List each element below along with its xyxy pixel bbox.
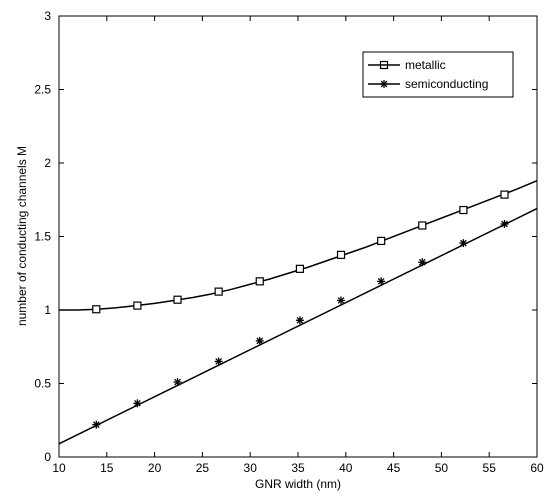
x-tick-label-10: 60	[530, 461, 544, 475]
y-axis: 0 0.5 1 1.5 2 2.5 3	[34, 9, 537, 464]
point-semiconducting-9-stroke-3	[460, 239, 467, 247]
point-metallic-3	[214, 287, 223, 296]
legend-marker-metallic	[379, 60, 389, 70]
point-semiconducting-1	[133, 399, 142, 408]
point-semiconducting-3	[214, 357, 223, 366]
point-semiconducting-5	[295, 316, 304, 325]
x-tick-label-9: 55	[483, 461, 497, 475]
point-metallic-9	[459, 205, 468, 215]
point-semiconducting-7-stroke-3	[377, 277, 385, 285]
y-tick-label-5: 2.5	[34, 83, 51, 97]
legend-box	[362, 51, 514, 98]
y-tick-label-1: 0.5	[34, 377, 51, 391]
x-tick-label-7: 45	[387, 461, 401, 475]
point-semiconducting-8-stroke-3	[418, 258, 426, 266]
x-tick-label-4: 30	[244, 461, 258, 475]
point-semiconducting-4	[255, 336, 264, 345]
legend-star-icon-stroke-3	[380, 80, 388, 88]
x-tick-label-8: 50	[435, 461, 449, 475]
point-metallic-4	[255, 277, 264, 286]
point-semiconducting-0-stroke-3	[92, 421, 100, 428]
point-semiconducting-6-stroke-3	[337, 297, 345, 304]
point-metallic-8	[418, 221, 427, 230]
y-tick-label-0: 0	[44, 450, 51, 464]
point-metallic-6	[336, 250, 346, 259]
point-semiconducting-4-stroke-3	[256, 337, 264, 345]
x-tick-label-6: 40	[339, 461, 353, 475]
point-metallic-1	[133, 301, 142, 310]
point-semiconducting-2	[173, 378, 182, 387]
point-semiconducting-3-stroke-3	[215, 358, 222, 365]
x-tick-label-3: 25	[196, 461, 210, 475]
x-tick-label-0: 10	[52, 461, 66, 475]
point-semiconducting-5-stroke-3	[296, 316, 304, 324]
y-axis-label: number of conducting channels M	[15, 146, 29, 326]
point-semiconducting-6	[337, 296, 346, 305]
point-metallic-0	[92, 305, 101, 314]
point-semiconducting-1-stroke-3	[134, 400, 141, 407]
y-tick-label-3: 1.5	[34, 230, 51, 244]
x-tick-label-1: 15	[100, 461, 114, 475]
y-tick-label-2: 1	[44, 303, 51, 317]
x-axis-label: GNR width (nm)	[255, 477, 341, 491]
x-axis: 10 15 20 25 30 35 40 45 50 55 60	[52, 16, 544, 475]
point-metallic-7	[377, 236, 386, 246]
point-semiconducting-2-stroke-3	[174, 378, 181, 386]
legend-star-icon	[380, 80, 388, 88]
point-metallic-5	[295, 264, 305, 273]
point-semiconducting-10-stroke-3	[501, 220, 508, 228]
legend-marker-semiconducting	[380, 80, 388, 88]
series-layer	[58, 179, 538, 445]
x-tick-label-2: 20	[148, 461, 162, 475]
y-tick-label-4: 2	[44, 156, 51, 170]
legend-label-metallic: metallic	[405, 58, 446, 72]
point-semiconducting-0	[92, 420, 101, 429]
point-semiconducting-8	[418, 258, 427, 267]
legend: metallic semiconducting	[362, 51, 514, 98]
point-semiconducting-7	[377, 277, 386, 286]
y-tick-label-6: 3	[44, 9, 51, 23]
point-metallic-2	[173, 295, 182, 304]
legend-label-semiconducting: semiconducting	[405, 77, 488, 91]
point-semiconducting-10	[500, 220, 509, 229]
point-semiconducting-9	[459, 239, 468, 248]
point-metallic-10	[500, 190, 509, 199]
x-tick-label-5: 35	[291, 461, 305, 475]
